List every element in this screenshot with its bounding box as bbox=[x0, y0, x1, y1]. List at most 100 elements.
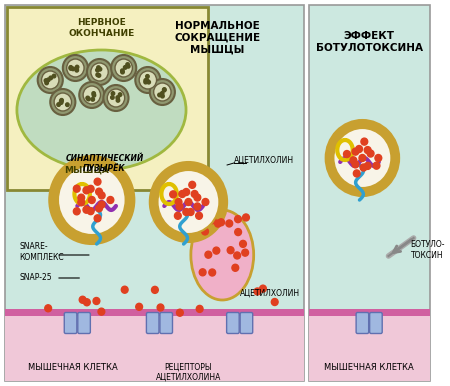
Circle shape bbox=[213, 247, 220, 254]
FancyBboxPatch shape bbox=[356, 313, 369, 334]
Bar bbox=[309, 309, 430, 316]
Circle shape bbox=[121, 69, 124, 73]
Circle shape bbox=[158, 93, 161, 97]
Circle shape bbox=[104, 85, 129, 111]
Circle shape bbox=[194, 203, 201, 210]
Circle shape bbox=[60, 98, 63, 102]
Circle shape bbox=[45, 305, 52, 312]
Circle shape bbox=[49, 76, 53, 80]
Circle shape bbox=[187, 208, 194, 215]
Circle shape bbox=[66, 103, 69, 107]
Circle shape bbox=[147, 80, 150, 84]
Circle shape bbox=[73, 185, 80, 192]
FancyBboxPatch shape bbox=[227, 313, 239, 334]
Circle shape bbox=[356, 146, 363, 152]
Circle shape bbox=[254, 288, 261, 295]
Circle shape bbox=[91, 63, 108, 81]
Circle shape bbox=[44, 79, 48, 82]
Circle shape bbox=[234, 216, 241, 223]
Bar bbox=[5, 5, 304, 381]
Circle shape bbox=[116, 98, 120, 102]
Text: БОТУЛО-
ТОКСИН: БОТУЛО- ТОКСИН bbox=[411, 240, 445, 260]
Circle shape bbox=[97, 66, 100, 69]
Bar bbox=[309, 5, 430, 381]
Circle shape bbox=[183, 188, 189, 196]
Circle shape bbox=[161, 94, 164, 98]
Circle shape bbox=[111, 96, 114, 99]
FancyBboxPatch shape bbox=[369, 313, 382, 334]
Circle shape bbox=[135, 67, 160, 93]
Text: АЦЕТИЛХОЛИН: АЦЕТИЛХОЛИН bbox=[240, 288, 300, 298]
Circle shape bbox=[98, 308, 105, 315]
Circle shape bbox=[209, 217, 216, 223]
Circle shape bbox=[111, 92, 115, 95]
Circle shape bbox=[79, 82, 104, 108]
Circle shape bbox=[185, 198, 192, 205]
Circle shape bbox=[126, 64, 130, 68]
Circle shape bbox=[98, 68, 102, 71]
Circle shape bbox=[234, 252, 241, 259]
Text: ЭФФЕКТ
БОТУЛОТОКСИНА: ЭФФЕКТ БОТУЛОТОКСИНА bbox=[315, 31, 423, 53]
Circle shape bbox=[158, 170, 219, 234]
Circle shape bbox=[136, 303, 143, 310]
Circle shape bbox=[45, 81, 48, 85]
Circle shape bbox=[144, 80, 147, 84]
Circle shape bbox=[162, 88, 166, 91]
Circle shape bbox=[107, 196, 114, 203]
Circle shape bbox=[84, 299, 90, 306]
Circle shape bbox=[123, 66, 127, 69]
Circle shape bbox=[75, 65, 79, 69]
Circle shape bbox=[50, 89, 76, 115]
Bar bbox=[5, 316, 304, 381]
Circle shape bbox=[206, 214, 213, 221]
Circle shape bbox=[343, 151, 350, 157]
Circle shape bbox=[46, 78, 50, 82]
Circle shape bbox=[121, 70, 124, 74]
Circle shape bbox=[242, 249, 248, 256]
Circle shape bbox=[205, 251, 211, 258]
Circle shape bbox=[86, 96, 90, 100]
Circle shape bbox=[352, 161, 359, 168]
Circle shape bbox=[199, 269, 206, 276]
Circle shape bbox=[94, 178, 101, 185]
Bar bbox=[309, 316, 430, 381]
FancyBboxPatch shape bbox=[240, 313, 253, 334]
Circle shape bbox=[118, 93, 122, 96]
Text: НОРМАЛЬНОЕ
СОКРАЩЕНИЕ
МЫШЦЫ: НОРМАЛЬНОЕ СОКРАЩЕНИЕ МЫШЦЫ bbox=[175, 21, 261, 54]
Circle shape bbox=[87, 185, 94, 192]
Circle shape bbox=[202, 228, 208, 235]
Circle shape bbox=[375, 154, 382, 161]
Circle shape bbox=[75, 68, 79, 72]
Circle shape bbox=[183, 208, 189, 215]
Text: РЕЦЕПТОРЫ
АЦЕТИЛХОЛИНА: РЕЦЕПТОРЫ АЦЕТИЛХОЛИНА bbox=[156, 362, 221, 382]
Circle shape bbox=[146, 74, 149, 78]
Circle shape bbox=[87, 59, 112, 85]
Circle shape bbox=[218, 219, 225, 226]
Circle shape bbox=[87, 208, 94, 215]
Circle shape bbox=[57, 103, 60, 107]
Circle shape bbox=[144, 79, 148, 82]
Circle shape bbox=[50, 156, 135, 244]
Circle shape bbox=[176, 309, 183, 316]
Circle shape bbox=[59, 100, 63, 103]
Circle shape bbox=[226, 220, 233, 227]
Circle shape bbox=[260, 285, 266, 292]
Circle shape bbox=[152, 286, 158, 293]
Circle shape bbox=[202, 198, 209, 205]
Circle shape bbox=[235, 229, 242, 235]
Circle shape bbox=[78, 199, 85, 206]
Circle shape bbox=[179, 191, 186, 198]
Circle shape bbox=[69, 66, 72, 69]
Circle shape bbox=[333, 128, 392, 188]
Circle shape bbox=[111, 55, 136, 81]
Circle shape bbox=[58, 165, 126, 235]
Circle shape bbox=[170, 191, 176, 198]
Text: МЫШЕЧНАЯ КЛЕТКА: МЫШЕЧНАЯ КЛЕТКА bbox=[27, 364, 117, 372]
FancyBboxPatch shape bbox=[146, 313, 159, 334]
Circle shape bbox=[196, 212, 202, 219]
Circle shape bbox=[87, 97, 90, 101]
Circle shape bbox=[161, 91, 164, 95]
Circle shape bbox=[209, 269, 216, 276]
Circle shape bbox=[67, 59, 84, 77]
Circle shape bbox=[150, 79, 175, 105]
